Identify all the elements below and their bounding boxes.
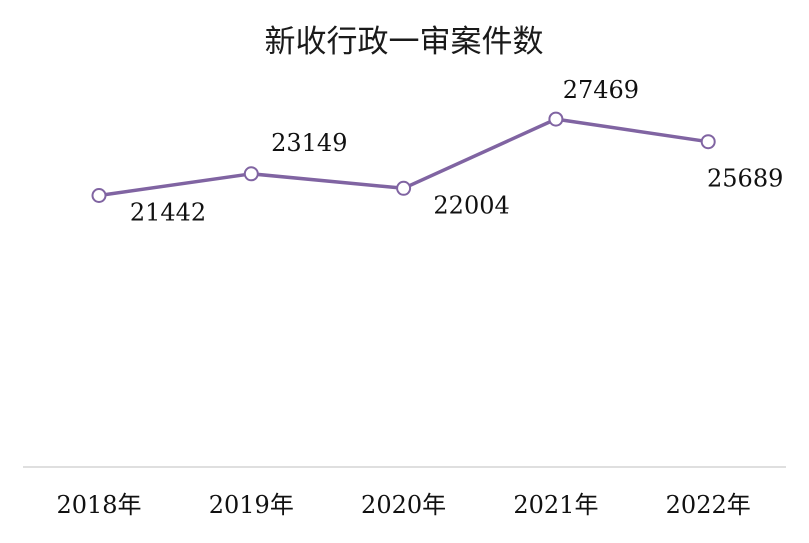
x-tick-label: 2018年 [56, 491, 141, 519]
data-point [548, 111, 564, 127]
data-labels-layer: 21442 23149 22004 27469 25689 [130, 76, 784, 226]
x-tick-labels: 2018年 2019年 2020年 2021年 2022年 [56, 491, 750, 519]
data-label: 25689 [707, 165, 783, 193]
data-label: 21442 [130, 199, 206, 227]
data-label: 22004 [433, 191, 509, 219]
chart-title: 新收行政一审案件数 [265, 24, 544, 60]
data-point [396, 180, 412, 196]
data-point [91, 188, 107, 203]
points-layer [91, 111, 716, 203]
data-label: 23149 [271, 129, 347, 157]
x-tick-label: 2022年 [666, 491, 751, 519]
x-tick-label: 2019年 [209, 491, 294, 519]
x-tick-label: 2020年 [361, 491, 446, 519]
data-point [700, 134, 716, 150]
data-label: 27469 [563, 76, 639, 104]
x-tick-label: 2021年 [513, 491, 598, 519]
data-point [243, 166, 259, 182]
